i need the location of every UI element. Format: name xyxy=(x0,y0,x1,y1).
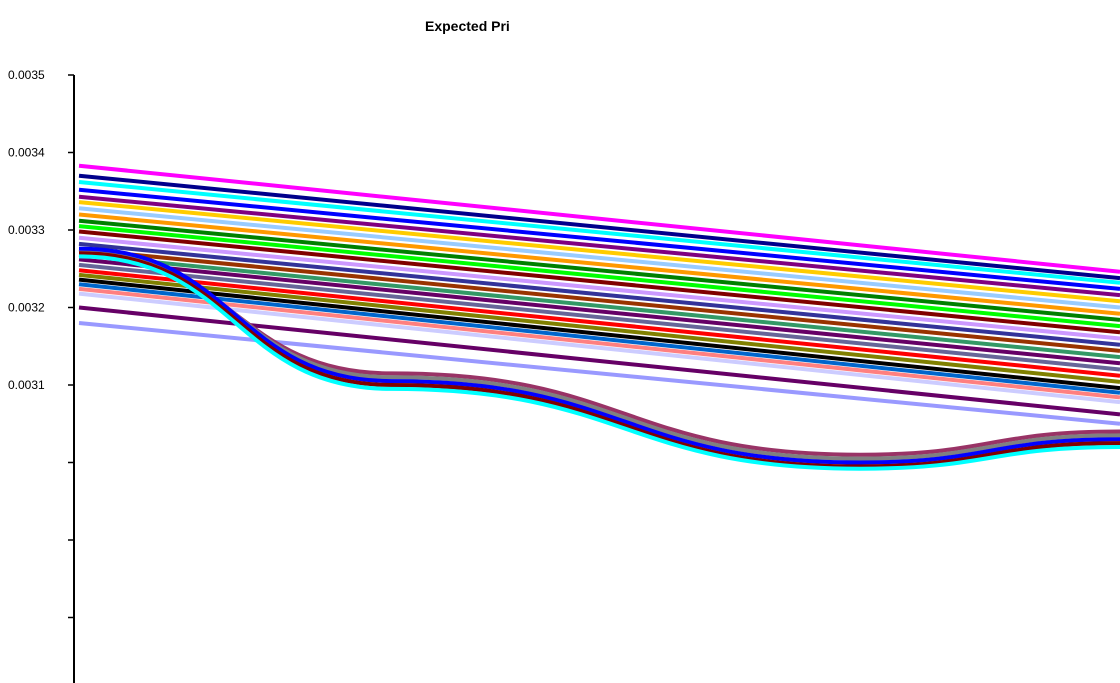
y-tick-label-5: 0.0031 xyxy=(8,378,45,392)
y-tick-label-4: 0.0032 xyxy=(8,301,45,315)
series-line-22 xyxy=(78,286,1120,400)
y-tick-label-1: 0.0035 xyxy=(8,68,45,82)
series-line-2 xyxy=(78,173,1120,281)
series-line-10 xyxy=(78,224,1120,329)
series-line-18 xyxy=(78,268,1120,378)
series-line-5 xyxy=(78,194,1120,298)
series-line-8 xyxy=(78,212,1120,316)
series-line-14 xyxy=(78,247,1120,353)
series-line-15 xyxy=(78,252,1120,360)
series-line-29 xyxy=(78,251,1120,469)
series-layer xyxy=(78,163,1120,471)
series-line-21 xyxy=(78,282,1120,395)
series-line-3 xyxy=(78,180,1120,285)
series-line-28 xyxy=(78,246,1120,465)
series-line-4 xyxy=(78,187,1120,291)
series-line-16 xyxy=(78,257,1120,366)
series-line-30 xyxy=(78,254,1120,471)
series-line-11 xyxy=(78,229,1120,335)
series-line-7 xyxy=(78,206,1120,310)
y-tick-label-2: 0.0034 xyxy=(8,146,45,160)
series-line-25 xyxy=(78,321,1120,426)
series-line-12 xyxy=(78,235,1120,341)
series-line-1 xyxy=(78,163,1120,274)
chart-title: Expected Pri xyxy=(425,18,510,34)
y-axis: 0.0035 0.0034 0.0033 0.0032 0.0031 xyxy=(8,68,75,683)
series-line-17 xyxy=(78,262,1120,372)
series-line-13 xyxy=(78,241,1120,347)
series-line-9 xyxy=(78,218,1120,322)
series-line-20 xyxy=(78,277,1120,391)
series-line-6 xyxy=(78,200,1120,304)
series-line-23 xyxy=(78,291,1120,405)
y-tick-label-3: 0.0033 xyxy=(8,223,45,237)
series-line-19 xyxy=(78,272,1120,384)
